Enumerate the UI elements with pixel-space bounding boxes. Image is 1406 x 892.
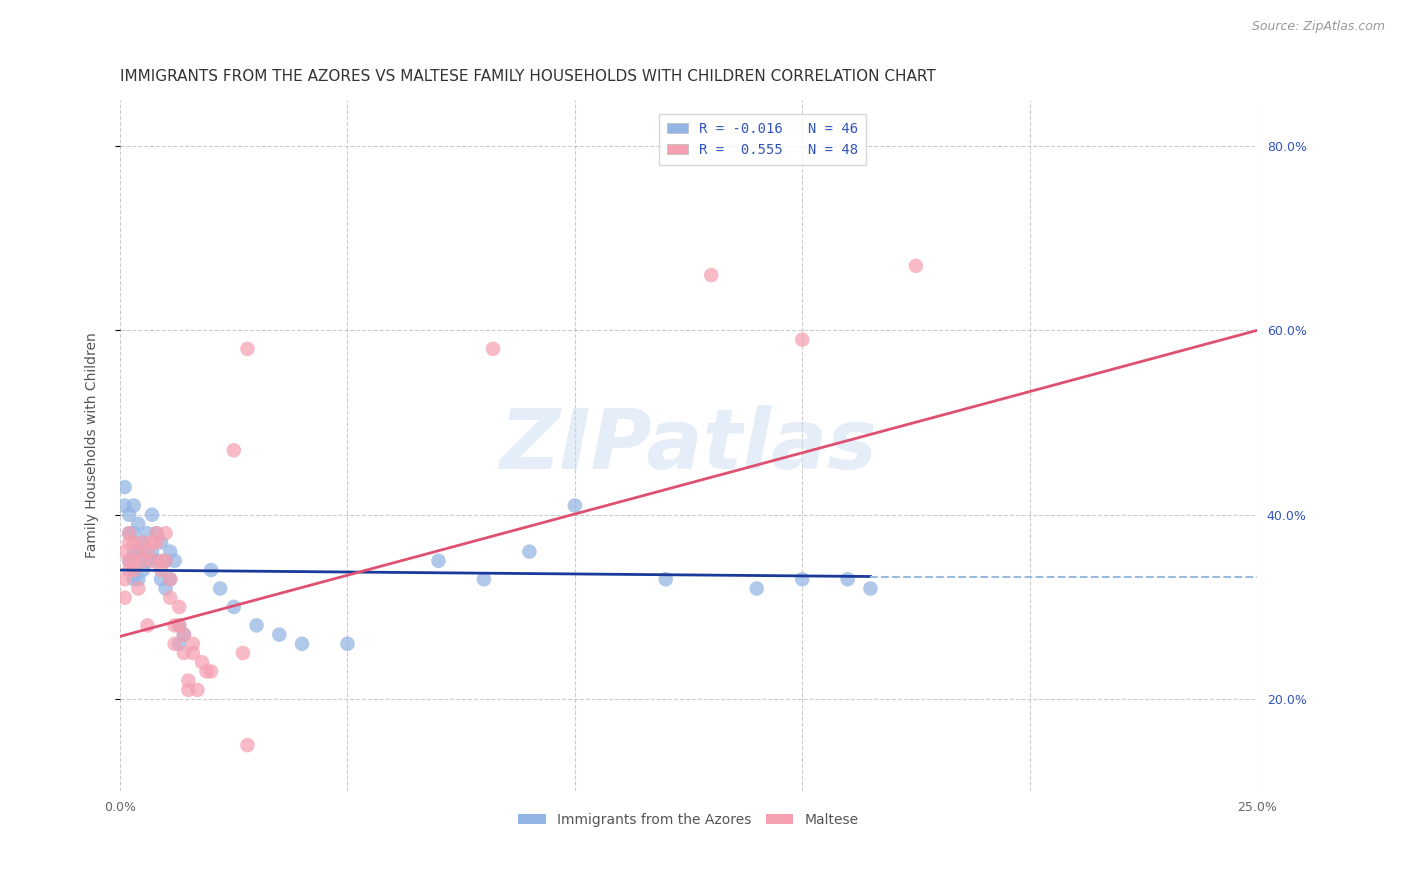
Point [167,618,190,632]
Y-axis label: Family Households with Children: Family Households with Children [86,333,100,558]
Point [127,572,149,586]
Point [163,618,186,632]
Point [167,618,190,632]
Point [122,554,145,568]
Point [136,554,159,568]
Point [118,563,141,577]
Point [177,673,200,688]
Point [114,544,136,558]
Point [155,582,177,596]
Point [118,526,141,541]
Point [136,526,159,541]
Point [122,572,145,586]
Point [132,554,155,568]
Point [745,582,768,596]
Point [145,535,167,549]
Point [177,682,200,697]
Point [173,646,195,660]
Point [222,443,245,458]
Point [200,563,222,577]
Point [145,526,167,541]
Point [167,637,190,651]
Point [159,572,181,586]
Point [472,572,495,586]
Point [291,637,314,651]
Point [136,544,159,558]
Point [141,535,163,549]
Point [336,637,359,651]
Point [150,554,173,568]
Point [859,582,882,596]
Point [519,544,541,558]
Point [792,572,814,586]
Point [141,508,163,522]
Text: ZIPatlas: ZIPatlas [499,405,877,486]
Point [222,599,245,614]
Point [132,563,155,577]
Point [155,554,177,568]
Point [181,646,204,660]
Point [236,738,259,752]
Point [186,682,208,697]
Point [245,618,267,632]
Point [200,665,222,679]
Point [150,535,173,549]
Point [114,572,136,586]
Point [173,627,195,641]
Point [482,342,505,356]
Point [122,526,145,541]
Point [127,544,149,558]
Point [127,516,149,531]
Point [122,563,145,577]
Point [792,333,814,347]
Point [163,637,186,651]
Point [181,637,204,651]
Point [145,554,167,568]
Point [700,268,723,282]
Point [191,655,214,669]
Point [118,554,141,568]
Point [150,572,173,586]
Point [122,544,145,558]
Point [141,544,163,558]
Point [132,535,155,549]
Point [209,582,232,596]
Point [195,665,218,679]
Point [132,535,155,549]
Point [159,572,181,586]
Point [269,627,291,641]
Point [159,544,181,558]
Point [155,554,177,568]
Point [114,480,136,494]
Point [114,591,136,605]
Point [155,526,177,541]
Point [837,572,859,586]
Text: Source: ZipAtlas.com: Source: ZipAtlas.com [1251,20,1385,33]
Point [127,544,149,558]
Point [163,554,186,568]
Point [159,591,181,605]
Text: IMMIGRANTS FROM THE AZORES VS MALTESE FAMILY HOUSEHOLDS WITH CHILDREN CORRELATIO: IMMIGRANTS FROM THE AZORES VS MALTESE FA… [120,69,936,84]
Point [114,499,136,513]
Point [145,526,167,541]
Point [141,554,163,568]
Point [167,599,190,614]
Legend: Immigrants from the Azores, Maltese: Immigrants from the Azores, Maltese [513,807,865,833]
Point [904,259,927,273]
Point [136,618,159,632]
Point [427,554,450,568]
Point [564,499,586,513]
Point [122,535,145,549]
Point [173,627,195,641]
Point [127,582,149,596]
Point [236,342,259,356]
Point [232,646,254,660]
Point [150,563,173,577]
Point [655,572,678,586]
Point [122,499,145,513]
Point [118,535,141,549]
Point [118,508,141,522]
Point [118,526,141,541]
Point [118,554,141,568]
